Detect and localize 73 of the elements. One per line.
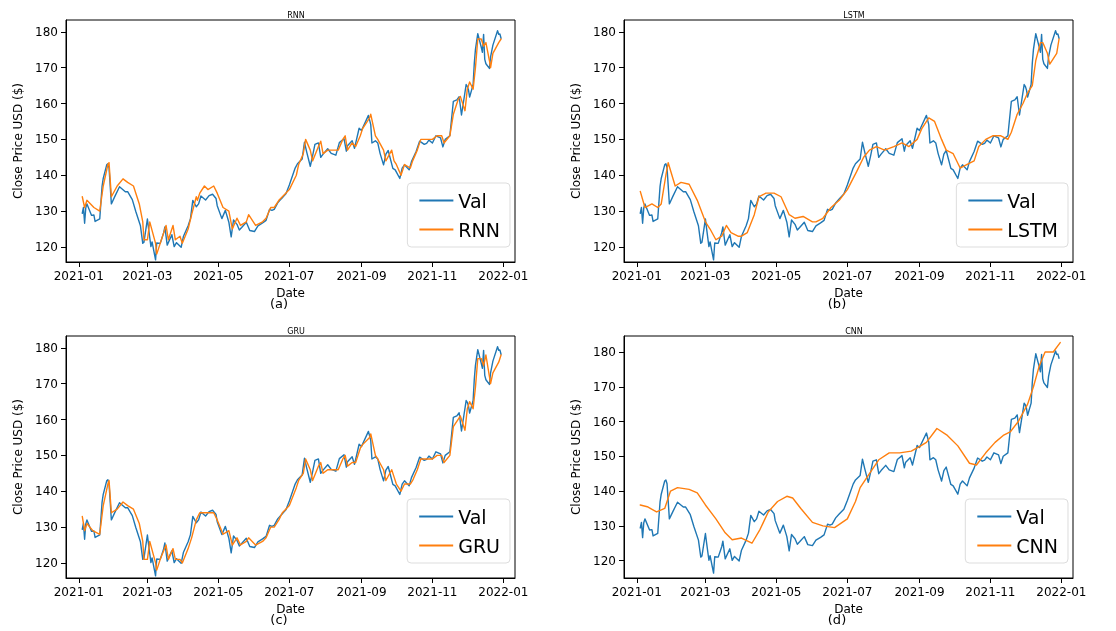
y-tick-label: 120 (593, 553, 616, 568)
x-tick-label: 2021-05 (193, 269, 244, 283)
x-tick-label: 2021-01 (611, 585, 662, 599)
y-tick-label: 160 (593, 414, 616, 429)
y-axis-title: Close Price USD ($) (11, 398, 26, 516)
x-tick-label: 2022-01 (478, 269, 529, 283)
x-tick-label: 2021-07 (822, 585, 873, 599)
x-tick-label: 2021-11 (407, 585, 458, 599)
x-tick-label: 2021-07 (822, 269, 873, 283)
x-tick-label: 2021-05 (193, 585, 244, 599)
y-axis-title: Close Price USD ($) (569, 398, 584, 516)
x-tick-label: 2021-03 (680, 269, 731, 283)
chart-title: CNN (845, 326, 863, 336)
y-axis-title: Close Price USD ($) (11, 82, 26, 200)
x-tick-label: 2021-09 (894, 269, 945, 283)
x-tick-label: 2021-03 (680, 585, 731, 599)
legend-label: LSTM (1007, 218, 1059, 241)
y-tick-label: 180 (35, 340, 58, 355)
y-tick-label: 140 (593, 484, 616, 499)
y-tick-label: 170 (593, 60, 616, 75)
x-tick-label: 2021-09 (894, 585, 945, 599)
legend-label: Val (458, 189, 487, 212)
y-tick-label: 140 (593, 168, 616, 183)
y-tick-label: 180 (35, 24, 58, 39)
chart-title: RNN (287, 10, 305, 20)
y-tick-label: 130 (35, 520, 58, 535)
y-tick-label: 160 (593, 96, 616, 111)
y-tick-label: 150 (593, 132, 616, 147)
y-axis-title: Close Price USD ($) (569, 82, 584, 200)
y-tick-label: 170 (593, 379, 616, 394)
y-tick-label: 150 (35, 448, 58, 463)
x-tick-label: 2022-01 (478, 585, 529, 599)
chart-title: LSTM (843, 10, 865, 20)
x-tick-label: 2021-05 (751, 269, 802, 283)
line-series (639, 350, 1060, 574)
y-tick-label: 130 (593, 204, 616, 219)
x-tick-label: 2021-11 (965, 269, 1016, 283)
x-tick-label: 2021-01 (53, 269, 104, 283)
x-tick-label: 2021-05 (751, 585, 802, 599)
y-tick-label: 160 (35, 96, 58, 111)
y-tick-label: 120 (35, 239, 58, 254)
y-tick-label: 120 (35, 555, 58, 570)
x-tick-label: 2021-01 (611, 269, 662, 283)
y-tick-label: 130 (35, 204, 58, 219)
legend-label: Val (1016, 505, 1045, 528)
x-tick-label: 2021-11 (965, 585, 1016, 599)
x-tick-label: 2021-01 (53, 585, 104, 599)
chart-title: GRU (287, 326, 305, 336)
y-tick-label: 120 (593, 239, 616, 254)
legend-label: Val (1007, 189, 1036, 212)
x-tick-label: 2021-09 (336, 585, 387, 599)
x-tick-label: 2022-01 (1036, 585, 1087, 599)
legend-label: RNN (458, 218, 501, 241)
y-tick-label: 140 (35, 484, 58, 499)
legend-label: Val (458, 505, 487, 528)
y-tick-label: 170 (35, 376, 58, 391)
y-tick-label: 170 (35, 60, 58, 75)
y-tick-label: 160 (35, 412, 58, 427)
x-tick-label: 2022-01 (1036, 269, 1087, 283)
y-tick-label: 130 (593, 518, 616, 533)
x-tick-label: 2021-07 (264, 585, 315, 599)
y-tick-label: 150 (593, 449, 616, 464)
y-tick-label: 150 (35, 132, 58, 147)
y-tick-label: 180 (593, 24, 616, 39)
y-tick-label: 180 (593, 344, 616, 359)
x-tick-label: 2021-03 (122, 269, 173, 283)
x-tick-label: 2021-09 (336, 269, 387, 283)
x-tick-label: 2021-11 (407, 269, 458, 283)
legend-label: CNN (1016, 534, 1059, 557)
y-tick-label: 140 (35, 168, 58, 183)
x-tick-label: 2021-03 (122, 585, 173, 599)
x-tick-label: 2021-07 (264, 269, 315, 283)
legend-label: GRU (458, 534, 501, 557)
